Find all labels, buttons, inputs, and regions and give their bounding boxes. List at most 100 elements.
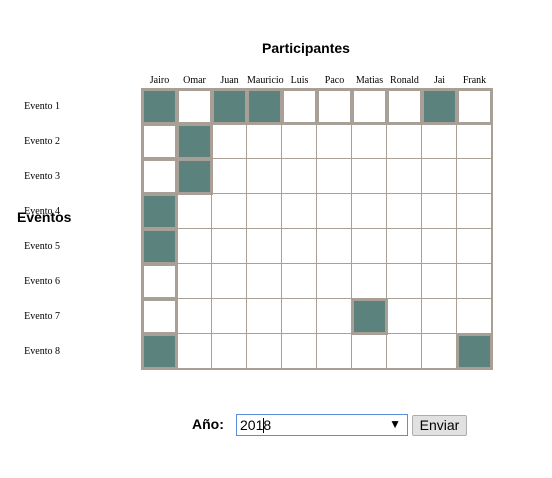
attendance-cell[interactable] — [141, 298, 178, 335]
attendance-cell[interactable] — [457, 194, 491, 228]
attendance-cell[interactable] — [177, 299, 211, 333]
attendance-cell[interactable] — [317, 229, 351, 263]
attendance-cell[interactable] — [457, 159, 491, 193]
attendance-cell[interactable] — [141, 263, 178, 300]
attendance-cell[interactable] — [212, 159, 246, 193]
attendance-cell[interactable] — [282, 159, 316, 193]
attendance-cell[interactable] — [282, 124, 316, 158]
participant-header: Juan — [220, 75, 239, 86]
attendance-cell[interactable] — [212, 264, 246, 298]
attendance-cell[interactable] — [282, 264, 316, 298]
attendance-cell[interactable] — [387, 264, 421, 298]
year-select[interactable]: 2018 ▼ — [236, 414, 408, 436]
attendance-cell[interactable] — [282, 299, 316, 333]
attendance-cell[interactable] — [317, 124, 351, 158]
attendance-cell[interactable] — [247, 264, 281, 298]
attendance-cell[interactable] — [212, 299, 246, 333]
attendance-cell[interactable] — [211, 88, 248, 125]
attendance-cell[interactable] — [387, 334, 421, 368]
attendance-cell[interactable] — [247, 334, 281, 368]
attendance-cell[interactable] — [387, 124, 421, 158]
attendance-cell[interactable] — [317, 264, 351, 298]
attendance-cell[interactable] — [317, 159, 351, 193]
attendance-cell[interactable] — [457, 264, 491, 298]
attendance-cell[interactable] — [352, 334, 386, 368]
attendance-cell[interactable] — [212, 334, 246, 368]
attendance-cell[interactable] — [141, 193, 178, 230]
attendance-cell[interactable] — [422, 264, 456, 298]
attendance-cell[interactable] — [457, 229, 491, 263]
event-header: Evento 7 — [24, 311, 60, 322]
event-header: Evento 2 — [24, 136, 60, 147]
attendance-cell[interactable] — [247, 299, 281, 333]
attendance-cell[interactable] — [281, 88, 318, 125]
attendance-cell[interactable] — [351, 88, 388, 125]
attendance-cell[interactable] — [317, 194, 351, 228]
event-header: Evento 4 — [24, 206, 60, 217]
attendance-cell[interactable] — [247, 229, 281, 263]
attendance-cell[interactable] — [141, 123, 178, 160]
participant-header: Mauricio — [247, 75, 284, 86]
participant-header: Frank — [462, 75, 487, 86]
participant-header: Luis — [290, 75, 309, 86]
attendance-cell[interactable] — [282, 194, 316, 228]
attendance-cell[interactable] — [176, 88, 213, 125]
attendance-cell[interactable] — [176, 123, 213, 160]
events-axis-title: Eventos — [17, 209, 72, 225]
attendance-cell[interactable] — [246, 88, 283, 125]
attendance-cell[interactable] — [317, 334, 351, 368]
attendance-cell[interactable] — [422, 334, 456, 368]
attendance-cell[interactable] — [352, 124, 386, 158]
attendance-cell[interactable] — [387, 299, 421, 333]
attendance-cell[interactable] — [422, 159, 456, 193]
attendance-cell[interactable] — [457, 299, 491, 333]
year-select-value: 2018 — [240, 417, 272, 433]
attendance-cell[interactable] — [141, 333, 178, 370]
attendance-cell[interactable] — [456, 88, 493, 125]
attendance-cell[interactable] — [141, 88, 178, 125]
attendance-cell[interactable] — [457, 124, 491, 158]
participant-header: Matias — [355, 75, 384, 86]
year-label: Año: — [192, 416, 224, 432]
attendance-cell[interactable] — [282, 229, 316, 263]
attendance-cell[interactable] — [456, 333, 493, 370]
attendance-cell[interactable] — [176, 158, 213, 195]
attendance-cell[interactable] — [212, 124, 246, 158]
attendance-cell[interactable] — [422, 124, 456, 158]
participant-header: Jairo — [149, 75, 170, 86]
attendance-cell[interactable] — [177, 229, 211, 263]
attendance-cell[interactable] — [177, 194, 211, 228]
attendance-grid — [141, 88, 493, 370]
event-header: Evento 8 — [24, 346, 60, 357]
attendance-cell[interactable] — [352, 264, 386, 298]
dropdown-arrow-icon: ▼ — [389, 417, 401, 431]
attendance-cell[interactable] — [387, 229, 421, 263]
text-caret — [263, 418, 264, 433]
attendance-cell[interactable] — [177, 264, 211, 298]
attendance-cell[interactable] — [352, 194, 386, 228]
attendance-cell[interactable] — [352, 229, 386, 263]
attendance-cell[interactable] — [316, 88, 353, 125]
attendance-cell[interactable] — [422, 299, 456, 333]
submit-button[interactable]: Enviar — [412, 415, 467, 436]
event-header: Evento 3 — [24, 171, 60, 182]
attendance-cell[interactable] — [386, 88, 423, 125]
attendance-cell[interactable] — [317, 299, 351, 333]
attendance-cell[interactable] — [352, 159, 386, 193]
attendance-cell[interactable] — [387, 159, 421, 193]
attendance-cell[interactable] — [141, 158, 178, 195]
participant-header: Ronald — [390, 75, 419, 86]
attendance-cell[interactable] — [247, 194, 281, 228]
attendance-cell[interactable] — [247, 124, 281, 158]
attendance-cell[interactable] — [141, 228, 178, 265]
attendance-cell[interactable] — [282, 334, 316, 368]
attendance-cell[interactable] — [351, 298, 388, 335]
attendance-cell[interactable] — [177, 334, 211, 368]
attendance-cell[interactable] — [212, 229, 246, 263]
attendance-cell[interactable] — [421, 88, 458, 125]
attendance-cell[interactable] — [212, 194, 246, 228]
attendance-cell[interactable] — [387, 194, 421, 228]
attendance-cell[interactable] — [422, 229, 456, 263]
attendance-cell[interactable] — [247, 159, 281, 193]
attendance-cell[interactable] — [422, 194, 456, 228]
